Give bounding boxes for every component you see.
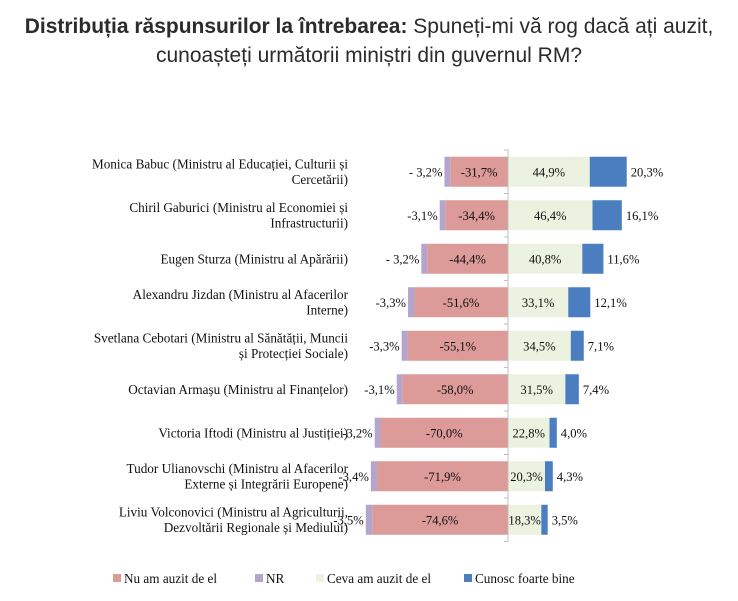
bar-nr bbox=[444, 156, 451, 187]
bar-ceva-am-auzit bbox=[508, 461, 545, 492]
bar-cunosc-foarte-bine bbox=[592, 200, 622, 231]
data-label-cunosc-foarte-bine: 12,1% bbox=[594, 296, 627, 310]
data-label-nr: -3,1% bbox=[364, 383, 395, 397]
bar-nu-am-auzit bbox=[372, 504, 508, 535]
data-label-nu-am-auzit: -58,0% bbox=[437, 383, 474, 397]
data-label-nr: -3,4% bbox=[338, 470, 369, 484]
category-label-line2: Infrastructurii) bbox=[270, 215, 348, 230]
bar-nr bbox=[421, 243, 428, 274]
legend-swatch bbox=[316, 574, 324, 582]
category-label-line2: Dezvoltării Regionale și Mediului) bbox=[164, 520, 348, 535]
data-label-cunosc-foarte-bine: 7,4% bbox=[583, 383, 610, 397]
data-label-nr: -3,3% bbox=[369, 339, 400, 353]
bar-nu-am-auzit bbox=[414, 287, 508, 318]
bar-cunosc-foarte-bine bbox=[568, 287, 591, 318]
data-label-cunosc-foarte-bine: 4,3% bbox=[557, 470, 584, 484]
data-label-nr: -3,5% bbox=[333, 513, 364, 527]
bar-nr bbox=[408, 287, 415, 318]
legend-label: Nu am auzit de el bbox=[124, 571, 217, 586]
data-label-nr: - 3,2% bbox=[409, 165, 443, 179]
category-label-line1: Liviu Volconovici (Ministru al Agricultu… bbox=[119, 504, 348, 519]
bar-cunosc-foarte-bine bbox=[544, 461, 553, 492]
data-label-nu-am-auzit: -74,6% bbox=[422, 513, 459, 527]
data-label-nu-am-auzit: -55,1% bbox=[439, 339, 476, 353]
data-label-ceva-am-auzit: 31,5% bbox=[520, 383, 553, 397]
category-label-line1: Alexandru Jizdan (Ministru al Afacerilor bbox=[133, 287, 349, 302]
bar-cunosc-foarte-bine bbox=[565, 374, 579, 405]
data-label-ceva-am-auzit: 18,3% bbox=[508, 513, 541, 527]
data-label-cunosc-foarte-bine: 3,5% bbox=[552, 513, 579, 527]
category-label-line2: Externe și Integrării Europene) bbox=[184, 476, 348, 491]
bar-ceva-am-auzit bbox=[508, 287, 569, 318]
bar-nu-am-auzit bbox=[445, 200, 508, 231]
data-label-ceva-am-auzit: 20,3% bbox=[510, 470, 543, 484]
bar-cunosc-foarte-bine bbox=[541, 504, 548, 535]
chart-title-question: Spuneți-mi vă rog dacă ați auzit, cunoaș… bbox=[156, 15, 714, 67]
data-label-cunosc-foarte-bine: 11,6% bbox=[607, 252, 640, 266]
bar-nu-am-auzit bbox=[380, 417, 508, 448]
category-label-line1: Monica Babuc (Ministru al Educației, Cul… bbox=[92, 156, 348, 171]
bar-ceva-am-auzit bbox=[508, 504, 542, 535]
legend-swatch bbox=[255, 574, 263, 582]
category-label: Octavian Armașu (Ministru al Finanțelor) bbox=[128, 382, 348, 397]
data-label-cunosc-foarte-bine: 4,0% bbox=[561, 426, 588, 440]
data-label-cunosc-foarte-bine: 16,1% bbox=[626, 209, 659, 223]
bar-ceva-am-auzit bbox=[508, 374, 566, 405]
legend-label: Cunosc foarte bine bbox=[475, 571, 575, 586]
bar-ceva-am-auzit bbox=[508, 243, 583, 274]
legend-label: NR bbox=[266, 571, 285, 586]
data-label-ceva-am-auzit: 40,8% bbox=[529, 252, 562, 266]
data-label-nu-am-auzit: -51,6% bbox=[443, 296, 480, 310]
data-label-ceva-am-auzit: 46,4% bbox=[534, 209, 567, 223]
data-label-nu-am-auzit: -70,0% bbox=[426, 426, 463, 440]
bar-nr bbox=[365, 504, 373, 535]
data-label-ceva-am-auzit: 44,9% bbox=[533, 165, 566, 179]
bar-nu-am-auzit bbox=[407, 330, 508, 361]
category-label-line1: Chiril Gaburici (Ministru al Economiei ș… bbox=[129, 200, 348, 215]
bar-ceva-am-auzit bbox=[508, 200, 593, 231]
chart-title: Distribuția răspunsurilor la întrebarea:… bbox=[0, 12, 738, 70]
bar-ceva-am-auzit bbox=[508, 330, 571, 361]
bar-nr bbox=[374, 417, 381, 448]
category-label: Eugen Sturza (Ministru al Apărării) bbox=[160, 251, 348, 266]
bar-nu-am-auzit bbox=[450, 156, 508, 187]
data-label-ceva-am-auzit: 34,5% bbox=[523, 339, 556, 353]
category-label-line1: Tudor Ulianovschi (Ministru al Afacerilo… bbox=[127, 461, 349, 476]
data-label-nr: - 3,2% bbox=[386, 252, 420, 266]
data-label-nr: -3,1% bbox=[407, 209, 438, 223]
bar-nr bbox=[396, 374, 403, 405]
data-label-cunosc-foarte-bine: 7,1% bbox=[588, 339, 615, 353]
chart-title-bold: Distribuția răspunsurilor la întrebarea: bbox=[24, 15, 408, 38]
bar-nr bbox=[401, 330, 408, 361]
legend-label: Ceva am auzit de el bbox=[327, 571, 431, 586]
legend-swatch bbox=[113, 574, 121, 582]
data-label-nr: -3,2% bbox=[342, 426, 373, 440]
bar-nu-am-auzit bbox=[377, 461, 508, 492]
data-label-ceva-am-auzit: 22,8% bbox=[512, 426, 545, 440]
bar-nr bbox=[370, 461, 378, 492]
data-label-nr: -3,3% bbox=[376, 296, 407, 310]
category-label: Victoria Iftodi (Ministru al Justiției) bbox=[158, 425, 348, 440]
bar-cunosc-foarte-bine bbox=[549, 417, 557, 448]
bar-cunosc-foarte-bine bbox=[570, 330, 584, 361]
data-label-nu-am-auzit: -31,7% bbox=[461, 165, 498, 179]
category-label-line1: Svetlana Cebotari (Ministru al Sănătății… bbox=[94, 330, 349, 345]
category-label-line2: Cercetării) bbox=[292, 172, 348, 187]
data-label-nu-am-auzit: -71,9% bbox=[424, 470, 461, 484]
data-label-nu-am-auzit: -34,4% bbox=[458, 209, 495, 223]
bar-cunosc-foarte-bine bbox=[582, 243, 604, 274]
bar-nu-am-auzit bbox=[427, 243, 508, 274]
bar-nu-am-auzit bbox=[402, 374, 508, 405]
bar-ceva-am-auzit bbox=[508, 156, 590, 187]
legend-swatch bbox=[464, 574, 472, 582]
data-label-ceva-am-auzit: 33,1% bbox=[522, 296, 555, 310]
bar-ceva-am-auzit bbox=[508, 417, 550, 448]
data-label-cunosc-foarte-bine: 20,3% bbox=[631, 165, 664, 179]
data-label-nu-am-auzit: -44,4% bbox=[449, 252, 486, 266]
bar-cunosc-foarte-bine bbox=[589, 156, 627, 187]
category-label-line2: Interne) bbox=[306, 302, 348, 317]
bar-nr bbox=[439, 200, 446, 231]
category-label-line2: și Protecției Sociale) bbox=[239, 346, 348, 361]
